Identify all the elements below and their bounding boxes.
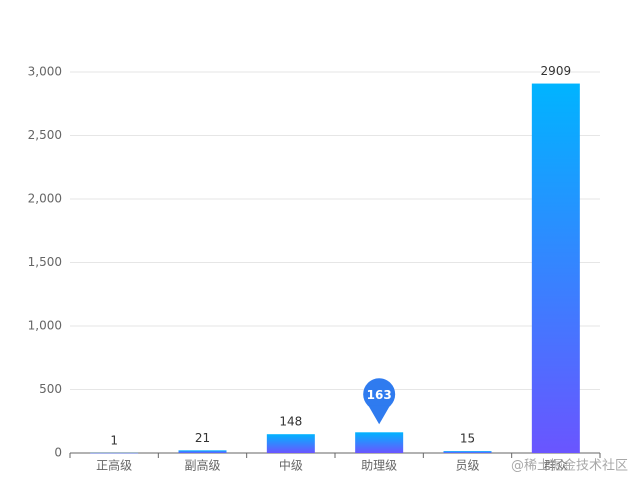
y-tick-label: 0 bbox=[54, 446, 62, 460]
value-label: 148 bbox=[279, 415, 302, 429]
y-tick-label: 1,500 bbox=[28, 255, 62, 269]
value-label: 163 bbox=[367, 388, 392, 402]
bar bbox=[266, 434, 315, 453]
y-tick-label: 1,000 bbox=[28, 319, 62, 333]
x-tick-label: 助理级 bbox=[361, 459, 397, 473]
value-label: 21 bbox=[195, 431, 210, 445]
bar bbox=[178, 450, 227, 453]
x-tick-label: 员级 bbox=[455, 459, 479, 473]
x-tick-label: 正高级 bbox=[96, 458, 132, 473]
value-label: 1 bbox=[110, 433, 118, 447]
mark-point-tip bbox=[368, 405, 391, 425]
y-tick-label: 500 bbox=[39, 382, 62, 396]
y-tick-label: 2,000 bbox=[28, 192, 62, 206]
y-tick-label: 2,500 bbox=[28, 128, 62, 142]
mark-point bbox=[363, 378, 396, 411]
x-tick-label: 群众 bbox=[544, 459, 568, 473]
watermark: @稀土掘金技术社区 bbox=[511, 458, 628, 474]
x-tick-label: 副高级 bbox=[184, 458, 220, 473]
x-tick-label: 中级 bbox=[279, 458, 303, 473]
value-label: 15 bbox=[460, 432, 475, 446]
y-tick-label: 3,000 bbox=[28, 65, 62, 79]
value-label: 2909 bbox=[541, 64, 572, 78]
bar bbox=[443, 451, 492, 453]
bar bbox=[531, 83, 580, 453]
bar bbox=[90, 452, 139, 454]
bar bbox=[355, 432, 404, 453]
